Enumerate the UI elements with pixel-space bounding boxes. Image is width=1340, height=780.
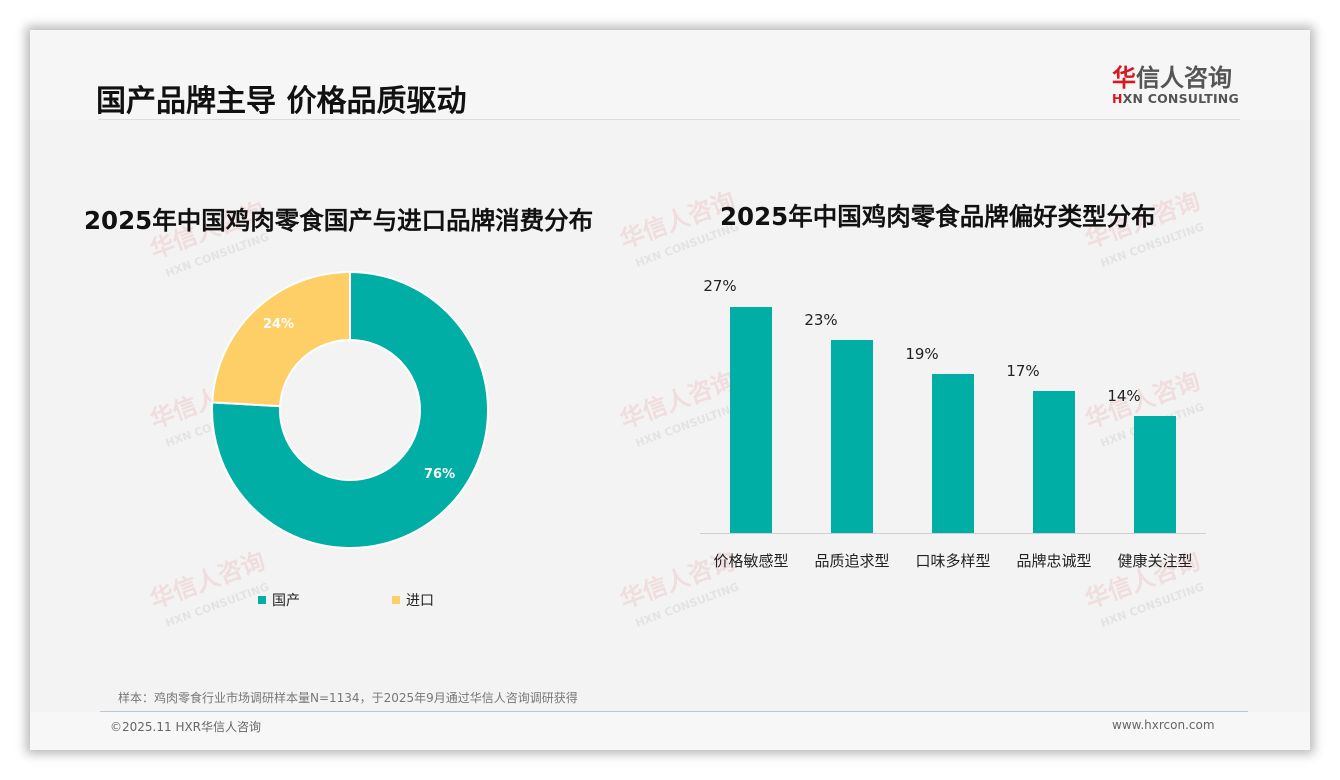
brand-logo: 华信人咨询 HXN CONSULTING <box>1112 64 1242 106</box>
bar-category: 品质追求型 <box>814 552 890 570</box>
bar-health-focused[interactable] <box>1134 416 1176 533</box>
x-axis-line <box>700 533 1206 534</box>
legend-swatch-domestic <box>258 596 266 604</box>
bar-quality-seeking[interactable] <box>831 340 873 533</box>
legend-label-domestic: 国产 <box>272 593 300 609</box>
donut-chart: 76% 24% <box>210 270 490 550</box>
bar-flavor-variety[interactable] <box>932 374 974 533</box>
bar-category: 健康关注型 <box>1117 552 1193 570</box>
legend-label-import: 进口 <box>406 593 434 609</box>
bar-brand-loyal[interactable] <box>1033 391 1075 533</box>
bar-value: 19% <box>905 345 939 363</box>
logo-cn: 华信人咨询 <box>1112 64 1242 92</box>
logo-en: HXN CONSULTING <box>1112 92 1242 106</box>
bar-chart-title: 2025年中国鸡肉零食品牌偏好类型分布 <box>720 202 1156 231</box>
slide: 国产品牌主导 价格品质驱动 华信人咨询 HXN CONSULTING 华信人咨询… <box>30 30 1310 750</box>
header-divider <box>98 119 1240 120</box>
logo-cn-rest: 信人咨询 <box>1136 64 1232 92</box>
copyright: ©2025.11 HXR华信人咨询 <box>110 720 262 734</box>
logo-en-rest: XN CONSULTING <box>1122 91 1239 106</box>
bar-category: 品牌忠诚型 <box>1016 552 1092 570</box>
sample-note: 样本：鸡肉零食行业市场调研样本量N=1134，于2025年9月通过华信人咨询调研… <box>118 691 578 705</box>
donut-chart-title: 2025年中国鸡肉零食国产与进口品牌消费分布 <box>84 206 594 235</box>
legend-swatch-import <box>392 596 400 604</box>
donut-slice-domestic[interactable] <box>211 270 489 549</box>
bar-category: 价格敏感型 <box>713 552 789 570</box>
footer-divider <box>100 711 1248 712</box>
legend-item-import: 进口 <box>392 590 434 610</box>
footer-band <box>30 712 1310 750</box>
logo-cn-first: 华 <box>1112 64 1136 92</box>
donut-svg <box>211 270 489 549</box>
bar-value: 14% <box>1107 387 1141 405</box>
donut-slice-import[interactable] <box>211 270 351 408</box>
bar-value: 27% <box>703 277 737 295</box>
header-band <box>30 30 1310 120</box>
bar-value: 23% <box>804 311 838 329</box>
bar-category: 口味多样型 <box>915 552 991 570</box>
bar-price-sensitive[interactable] <box>730 307 772 533</box>
page-title: 国产品牌主导 价格品质驱动 <box>96 84 467 119</box>
logo-en-first: H <box>1112 91 1123 106</box>
donut-label-domestic: 76% <box>424 467 456 482</box>
website-link[interactable]: www.hxrcon.com <box>1112 718 1215 732</box>
bar-chart: 27% 价格敏感型 23% 品质追求型 19% 口味多样型 17% 品牌忠诚型 … <box>700 275 1206 575</box>
bar-value: 17% <box>1006 362 1040 380</box>
donut-label-import: 24% <box>263 317 295 332</box>
legend-item-domestic: 国产 <box>258 590 300 610</box>
